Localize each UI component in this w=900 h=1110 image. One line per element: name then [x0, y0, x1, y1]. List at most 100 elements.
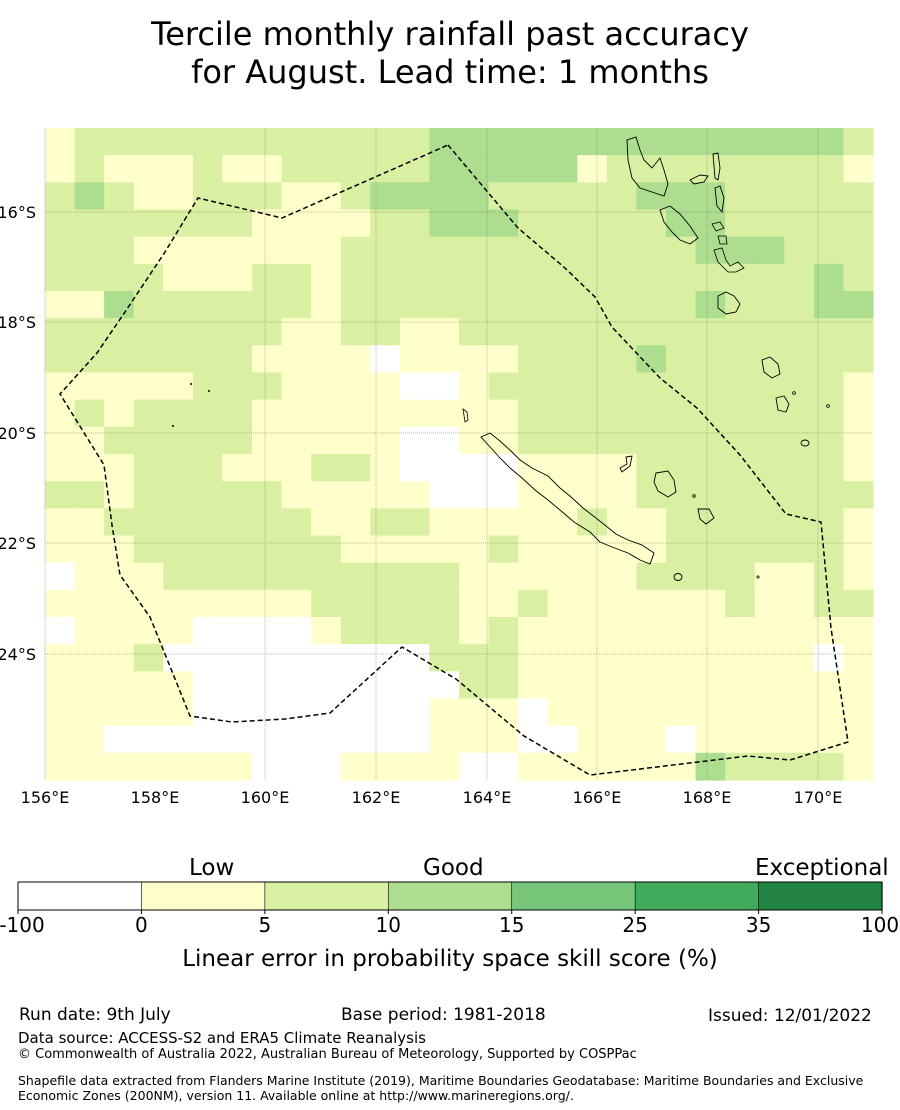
- grid-cell: [784, 617, 815, 645]
- grid-cell: [577, 318, 608, 346]
- grid-cell: [399, 671, 431, 700]
- grid-cell: [340, 589, 371, 618]
- grid-cell: [577, 291, 608, 319]
- grid-cell: [488, 209, 519, 238]
- grid-cell: [311, 562, 342, 591]
- grid-cell: [725, 318, 756, 346]
- grid-cell: [163, 182, 194, 211]
- grid-cell: [843, 155, 874, 183]
- grid-cell: [429, 182, 460, 211]
- grid-cell: [547, 182, 578, 211]
- grid-cell: [547, 426, 578, 455]
- grid-cell: [488, 725, 519, 754]
- copyright-notice: © Commonwealth of Australia 2022, Austra…: [18, 1047, 637, 1062]
- grid-cell: [547, 399, 578, 428]
- grid-cell: [133, 345, 164, 374]
- grid-cell: [281, 698, 312, 727]
- grid-cell: [133, 318, 164, 346]
- grid-cell: [547, 589, 578, 618]
- latitude-tick-label: 18°S: [0, 313, 36, 332]
- grid-cell: [547, 481, 578, 509]
- grid-cell: [606, 644, 638, 672]
- grid-cell: [459, 617, 490, 645]
- grid-cell: [192, 644, 224, 672]
- grid-cell: [725, 562, 756, 591]
- grid-cell: [547, 617, 578, 645]
- grid-cell: [340, 318, 371, 346]
- aneityum-island: [800, 439, 810, 447]
- grid-cell: [518, 535, 549, 564]
- grid-cell: [606, 481, 638, 509]
- ambrym-island: [711, 221, 725, 232]
- grid-cell: [281, 209, 312, 238]
- data-source: Data source: ACCESS-S2 and ERA5 Climate …: [18, 1029, 426, 1047]
- colorbar-tick-label: 35: [746, 913, 771, 937]
- grid-cell: [518, 263, 549, 292]
- grid-cell: [133, 128, 164, 156]
- grid-cell: [606, 454, 638, 482]
- grid-cell: [784, 481, 815, 509]
- grid-cell: [843, 562, 874, 591]
- lifou-island: [653, 470, 677, 498]
- grid-cell: [340, 644, 371, 672]
- grid-cell: [222, 291, 253, 319]
- grid-cell: [666, 128, 697, 156]
- grid-cell: [311, 535, 342, 564]
- grid-cell: [133, 725, 164, 754]
- grid-cell: [577, 209, 608, 238]
- grid-cell: [340, 698, 371, 727]
- grid-cell: [577, 182, 608, 211]
- grid-cell: [547, 725, 578, 754]
- grid-cell: [311, 399, 342, 428]
- grid-cell: [163, 454, 194, 482]
- grid-cell: [547, 535, 578, 564]
- grid-cell: [163, 535, 194, 564]
- espiritu-santo-island: [626, 136, 669, 197]
- grid-cell: [252, 454, 283, 482]
- longitude-tick-label: 158°E: [131, 788, 180, 807]
- grid-cell: [104, 481, 135, 509]
- colorbar-tick-label: 5: [258, 913, 271, 937]
- grid-cell: [340, 182, 371, 211]
- aniwa-island: [792, 391, 796, 395]
- grid-cell: [163, 372, 194, 401]
- grid-cell: [606, 752, 638, 781]
- eez-boundary: [59, 144, 849, 776]
- grid-cell: [222, 481, 253, 509]
- tiga-island: [692, 494, 696, 498]
- grid-cell: [547, 263, 578, 292]
- grid-cell: [252, 671, 283, 700]
- grid-cell: [518, 562, 549, 591]
- grid-cell: [370, 752, 401, 781]
- grid-cell: [281, 399, 312, 428]
- grid-cell: [695, 752, 726, 781]
- grid-cell: [399, 182, 431, 211]
- grid-cell: [311, 128, 342, 156]
- grid-cell: [547, 644, 578, 672]
- grid-cell: [45, 155, 76, 183]
- grid-cell: [606, 236, 638, 265]
- grid-cell: [606, 671, 638, 700]
- grid-cell: [163, 291, 194, 319]
- grid-cell: [45, 562, 76, 591]
- grid-cell: [340, 128, 371, 156]
- grid-cell: [370, 399, 401, 428]
- grid-cell: [104, 644, 135, 672]
- grid-cell: [843, 236, 874, 265]
- grid-cell: [281, 752, 312, 781]
- walpole-island: [756, 575, 760, 579]
- grid-cell: [104, 399, 135, 428]
- grid-cell: [843, 698, 874, 727]
- grid-cell: [192, 481, 224, 509]
- grid-cell: [666, 725, 697, 754]
- grid-cell: [252, 426, 283, 455]
- grid-cell: [222, 589, 253, 618]
- grid-cell: [192, 671, 224, 700]
- grid-cell: [252, 508, 283, 537]
- grid-cell: [429, 589, 460, 618]
- grid-cell: [488, 535, 519, 564]
- grid-cell: [45, 128, 76, 156]
- grid-cell: [725, 155, 756, 183]
- grid-cell: [577, 644, 608, 672]
- grid-cell: [813, 644, 845, 672]
